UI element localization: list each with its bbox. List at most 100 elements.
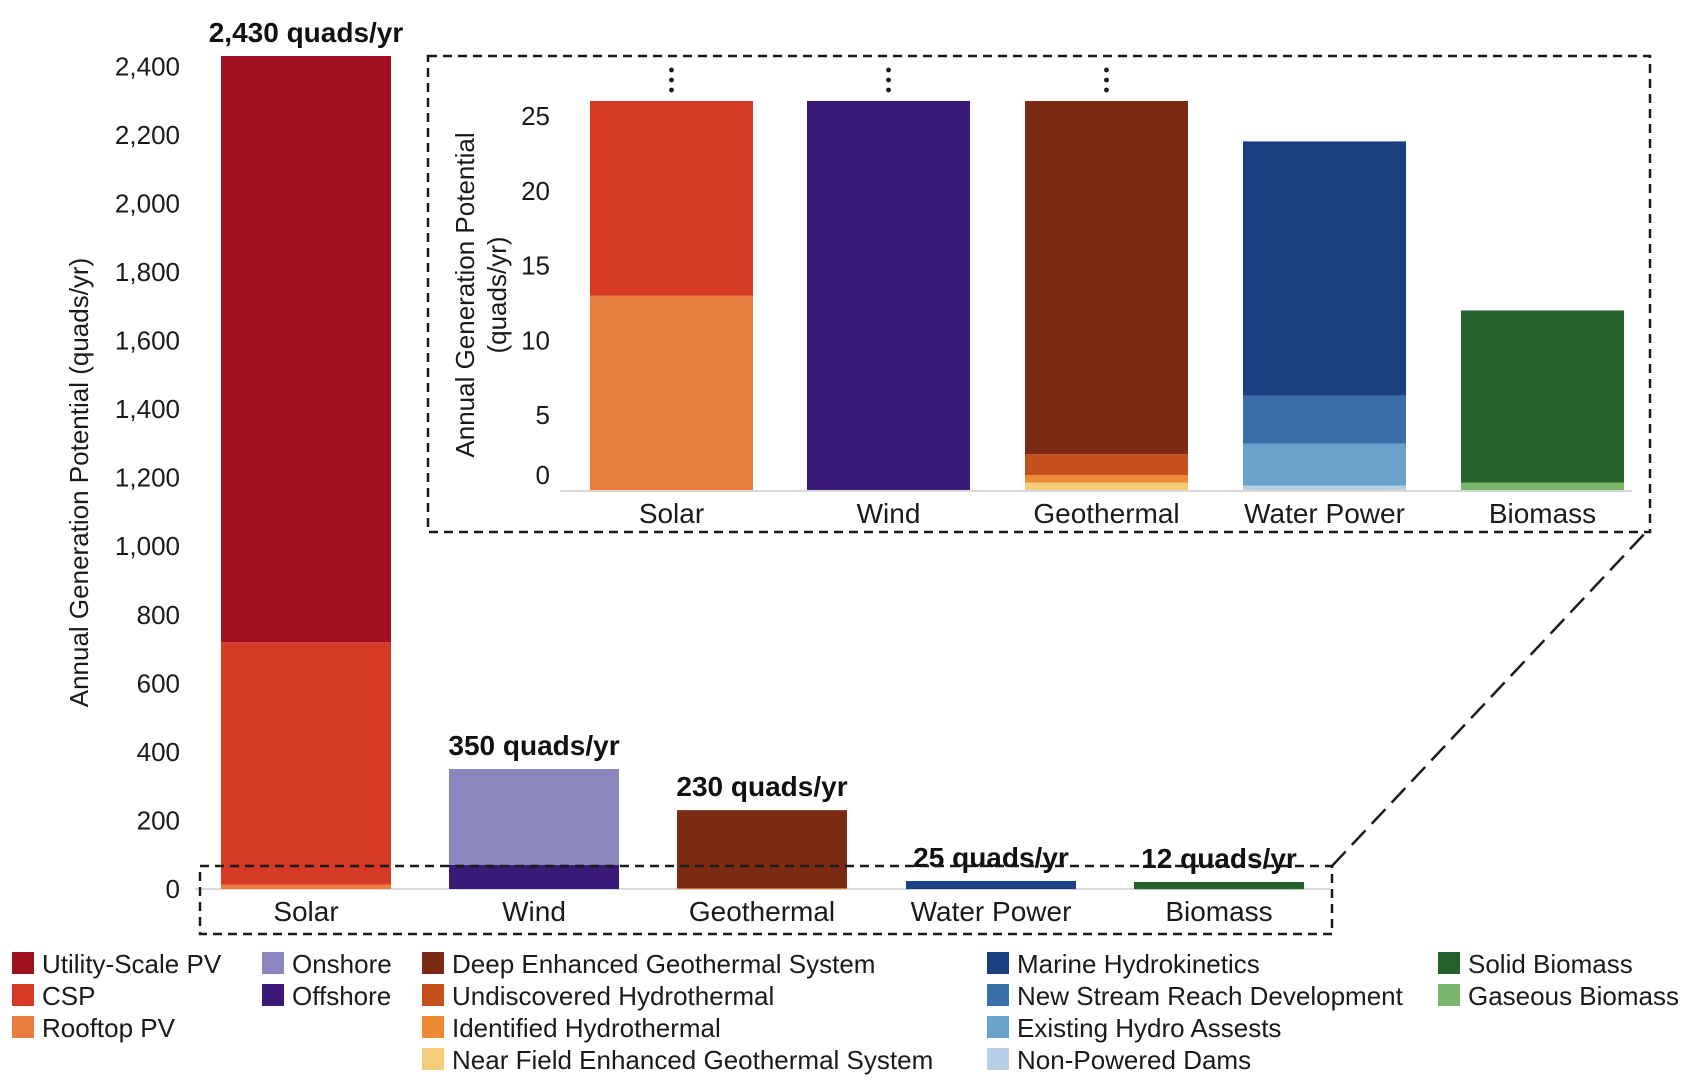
inset-bar-biomass-solid-biomass — [1461, 310, 1624, 483]
legend-label-deep-enhanced-geothermal-system: Deep Enhanced Geothermal System — [452, 949, 875, 979]
main-y-tick-label: 0 — [166, 874, 180, 904]
inset-bar-water-power-non-powered-dams — [1243, 485, 1406, 490]
main-total-label-wind: 350 quads/yr — [448, 730, 619, 761]
legend-swatch-undiscovered-hydrothermal — [422, 984, 444, 1006]
inset-bar-geothermal-near-field-enhanced-geothermal-system — [1025, 482, 1188, 490]
inset-bar-solar-rooftop-pv — [590, 295, 753, 490]
main-bar-solar-rooftop-pv — [221, 884, 391, 889]
legend-swatch-new-stream-reach-development — [987, 984, 1009, 1006]
legend-label-solid-biomass: Solid Biomass — [1468, 949, 1633, 979]
legend-swatch-identified-hydrothermal — [422, 1016, 444, 1038]
inset-category-label-wind: Wind — [857, 498, 921, 529]
main-total-label-biomass: 12 quads/yr — [1141, 843, 1297, 874]
main-bar-geothermal-identified-hydrothermal — [677, 888, 847, 890]
inset-category-label-solar: Solar — [639, 498, 704, 529]
main-total-label-solar: 2,430 quads/yr — [209, 17, 404, 48]
main-y-tick-label: 2,400 — [115, 51, 180, 81]
main-y-tick-label: 1,200 — [115, 463, 180, 493]
legend-swatch-solid-biomass — [1438, 952, 1460, 974]
legend-swatch-csp — [12, 984, 34, 1006]
main-bar-water-power-visible-floor — [906, 882, 1076, 889]
inset-y-tick-label: 10 — [521, 325, 550, 355]
legend-swatch-existing-hydro-assests — [987, 1016, 1009, 1038]
legend-label-gaseous-biomass: Gaseous Biomass — [1468, 981, 1679, 1011]
main-bar-geothermal-deep-enhanced-geothermal-system — [677, 810, 847, 889]
main-bar-solar-utility-scale-pv — [221, 56, 391, 643]
main-y-tick-label: 1,000 — [115, 531, 180, 561]
legend-swatch-non-powered-dams — [987, 1048, 1009, 1070]
main-bar-water-power-non-powered-dams — [906, 888, 1076, 890]
inset-y-tick-label: 15 — [521, 251, 550, 281]
main-category-label-wind: Wind — [502, 896, 566, 927]
inset-truncation-dot-wind — [886, 67, 891, 73]
main-y-tick-label: 600 — [137, 668, 180, 698]
main-bar-biomass-visible-floor — [1134, 882, 1304, 889]
legend-label-rooftop-pv: Rooftop PV — [42, 1013, 176, 1043]
inset-truncation-dot-geothermal — [1104, 87, 1109, 93]
main-y-tick-label: 200 — [137, 805, 180, 835]
inset-bar-water-power-marine-hydrokinetics — [1243, 141, 1406, 396]
inset-truncation-dot-solar — [669, 87, 674, 93]
inset-frame — [426, 54, 1652, 534]
inset-category-label-geothermal: Geothermal — [1033, 498, 1179, 529]
main-total-label-water-power: 25 quads/yr — [913, 842, 1069, 873]
legend-swatch-utility-scale-pv — [12, 952, 34, 974]
legend-swatch-near-field-enhanced-geothermal-system — [422, 1048, 444, 1070]
legend-swatch-rooftop-pv — [12, 1016, 34, 1038]
inset-bar-wind-offshore — [807, 101, 970, 490]
main-y-tick-label: 2,200 — [115, 120, 180, 150]
legend-label-csp: CSP — [42, 981, 95, 1011]
legend-label-existing-hydro-assests: Existing Hydro Assests — [1017, 1013, 1281, 1043]
inset-bar-geothermal-deep-enhanced-geothermal-system — [1025, 101, 1188, 455]
legend-label-utility-scale-pv: Utility-Scale PV — [42, 949, 222, 979]
legend-label-identified-hydrothermal: Identified Hydrothermal — [452, 1013, 721, 1043]
inset-bar-solar-csp — [590, 101, 753, 296]
main-bar-wind-offshore — [449, 865, 619, 889]
legend-swatch-gaseous-biomass — [1438, 984, 1460, 1006]
inset-truncation-dot-wind — [886, 77, 891, 83]
main-y-tick-label: 400 — [137, 737, 180, 767]
inset-bar-geothermal-undiscovered-hydrothermal — [1025, 454, 1188, 476]
inset-truncation-dot-geothermal — [1104, 77, 1109, 83]
inset-category-label-water-power: Water Power — [1244, 498, 1405, 529]
inset-bar-geothermal-identified-hydrothermal — [1025, 475, 1188, 483]
inset-bar-water-power-new-stream-reach-development — [1243, 395, 1406, 444]
main-y-tick-label: 1,600 — [115, 326, 180, 356]
inset-truncation-dot-wind — [886, 87, 891, 93]
main-bar-geothermal-undiscovered-hydrothermal — [677, 888, 847, 889]
main-y-tick-label: 1,800 — [115, 257, 180, 287]
inset-truncation-dot-geothermal — [1104, 67, 1109, 73]
main-total-label-geothermal: 230 quads/yr — [676, 771, 847, 802]
inset-bar-biomass-gaseous-biomass — [1461, 482, 1624, 490]
main-category-label-geothermal: Geothermal — [689, 896, 835, 927]
legend-swatch-deep-enhanced-geothermal-system — [422, 952, 444, 974]
main-category-label-solar: Solar — [273, 896, 338, 927]
legend-label-near-field-enhanced-geothermal-system: Near Field Enhanced Geothermal System — [452, 1045, 933, 1075]
legend-swatch-offshore — [262, 984, 284, 1006]
main-y-tick-label: 1,400 — [115, 394, 180, 424]
main-y-tick-label: 2,000 — [115, 188, 180, 218]
inset-bar-water-power-existing-hydro-assests — [1243, 443, 1406, 486]
main-category-label-biomass: Biomass — [1165, 896, 1272, 927]
legend-swatch-onshore — [262, 952, 284, 974]
inset-y-tick-label: 25 — [521, 101, 550, 131]
inset-y-tick-label: 5 — [536, 400, 550, 430]
inset-plot: Annual Generation Potential(quads/yr) 0 5 1… — [426, 54, 1652, 534]
inset-truncation-dot-solar — [669, 67, 674, 73]
main-category-label-water-power: Water Power — [911, 896, 1072, 927]
inset-truncation-dot-solar — [669, 77, 674, 83]
legend-label-onshore: Onshore — [292, 949, 392, 979]
main-y-tick-label: 800 — [137, 600, 180, 630]
legend-label-undiscovered-hydrothermal: Undiscovered Hydrothermal — [452, 981, 774, 1011]
legend-label-marine-hydrokinetics: Marine Hydrokinetics — [1017, 949, 1260, 979]
main-bar-biomass-gaseous-biomass — [1134, 888, 1304, 890]
inset-category-label-biomass: Biomass — [1489, 498, 1596, 529]
inset-y-axis-label: Annual Generation Potential(quads/yr) — [450, 132, 512, 457]
inset-y-tick-label: 0 — [536, 460, 550, 490]
main-plot: Annual Generation Potential (quads/yr) 0 2… — [64, 17, 1649, 936]
legend-label-new-stream-reach-development: New Stream Reach Development — [1017, 981, 1404, 1011]
legend-swatch-marine-hydrokinetics — [987, 952, 1009, 974]
main-bar-solar-csp — [221, 642, 391, 885]
